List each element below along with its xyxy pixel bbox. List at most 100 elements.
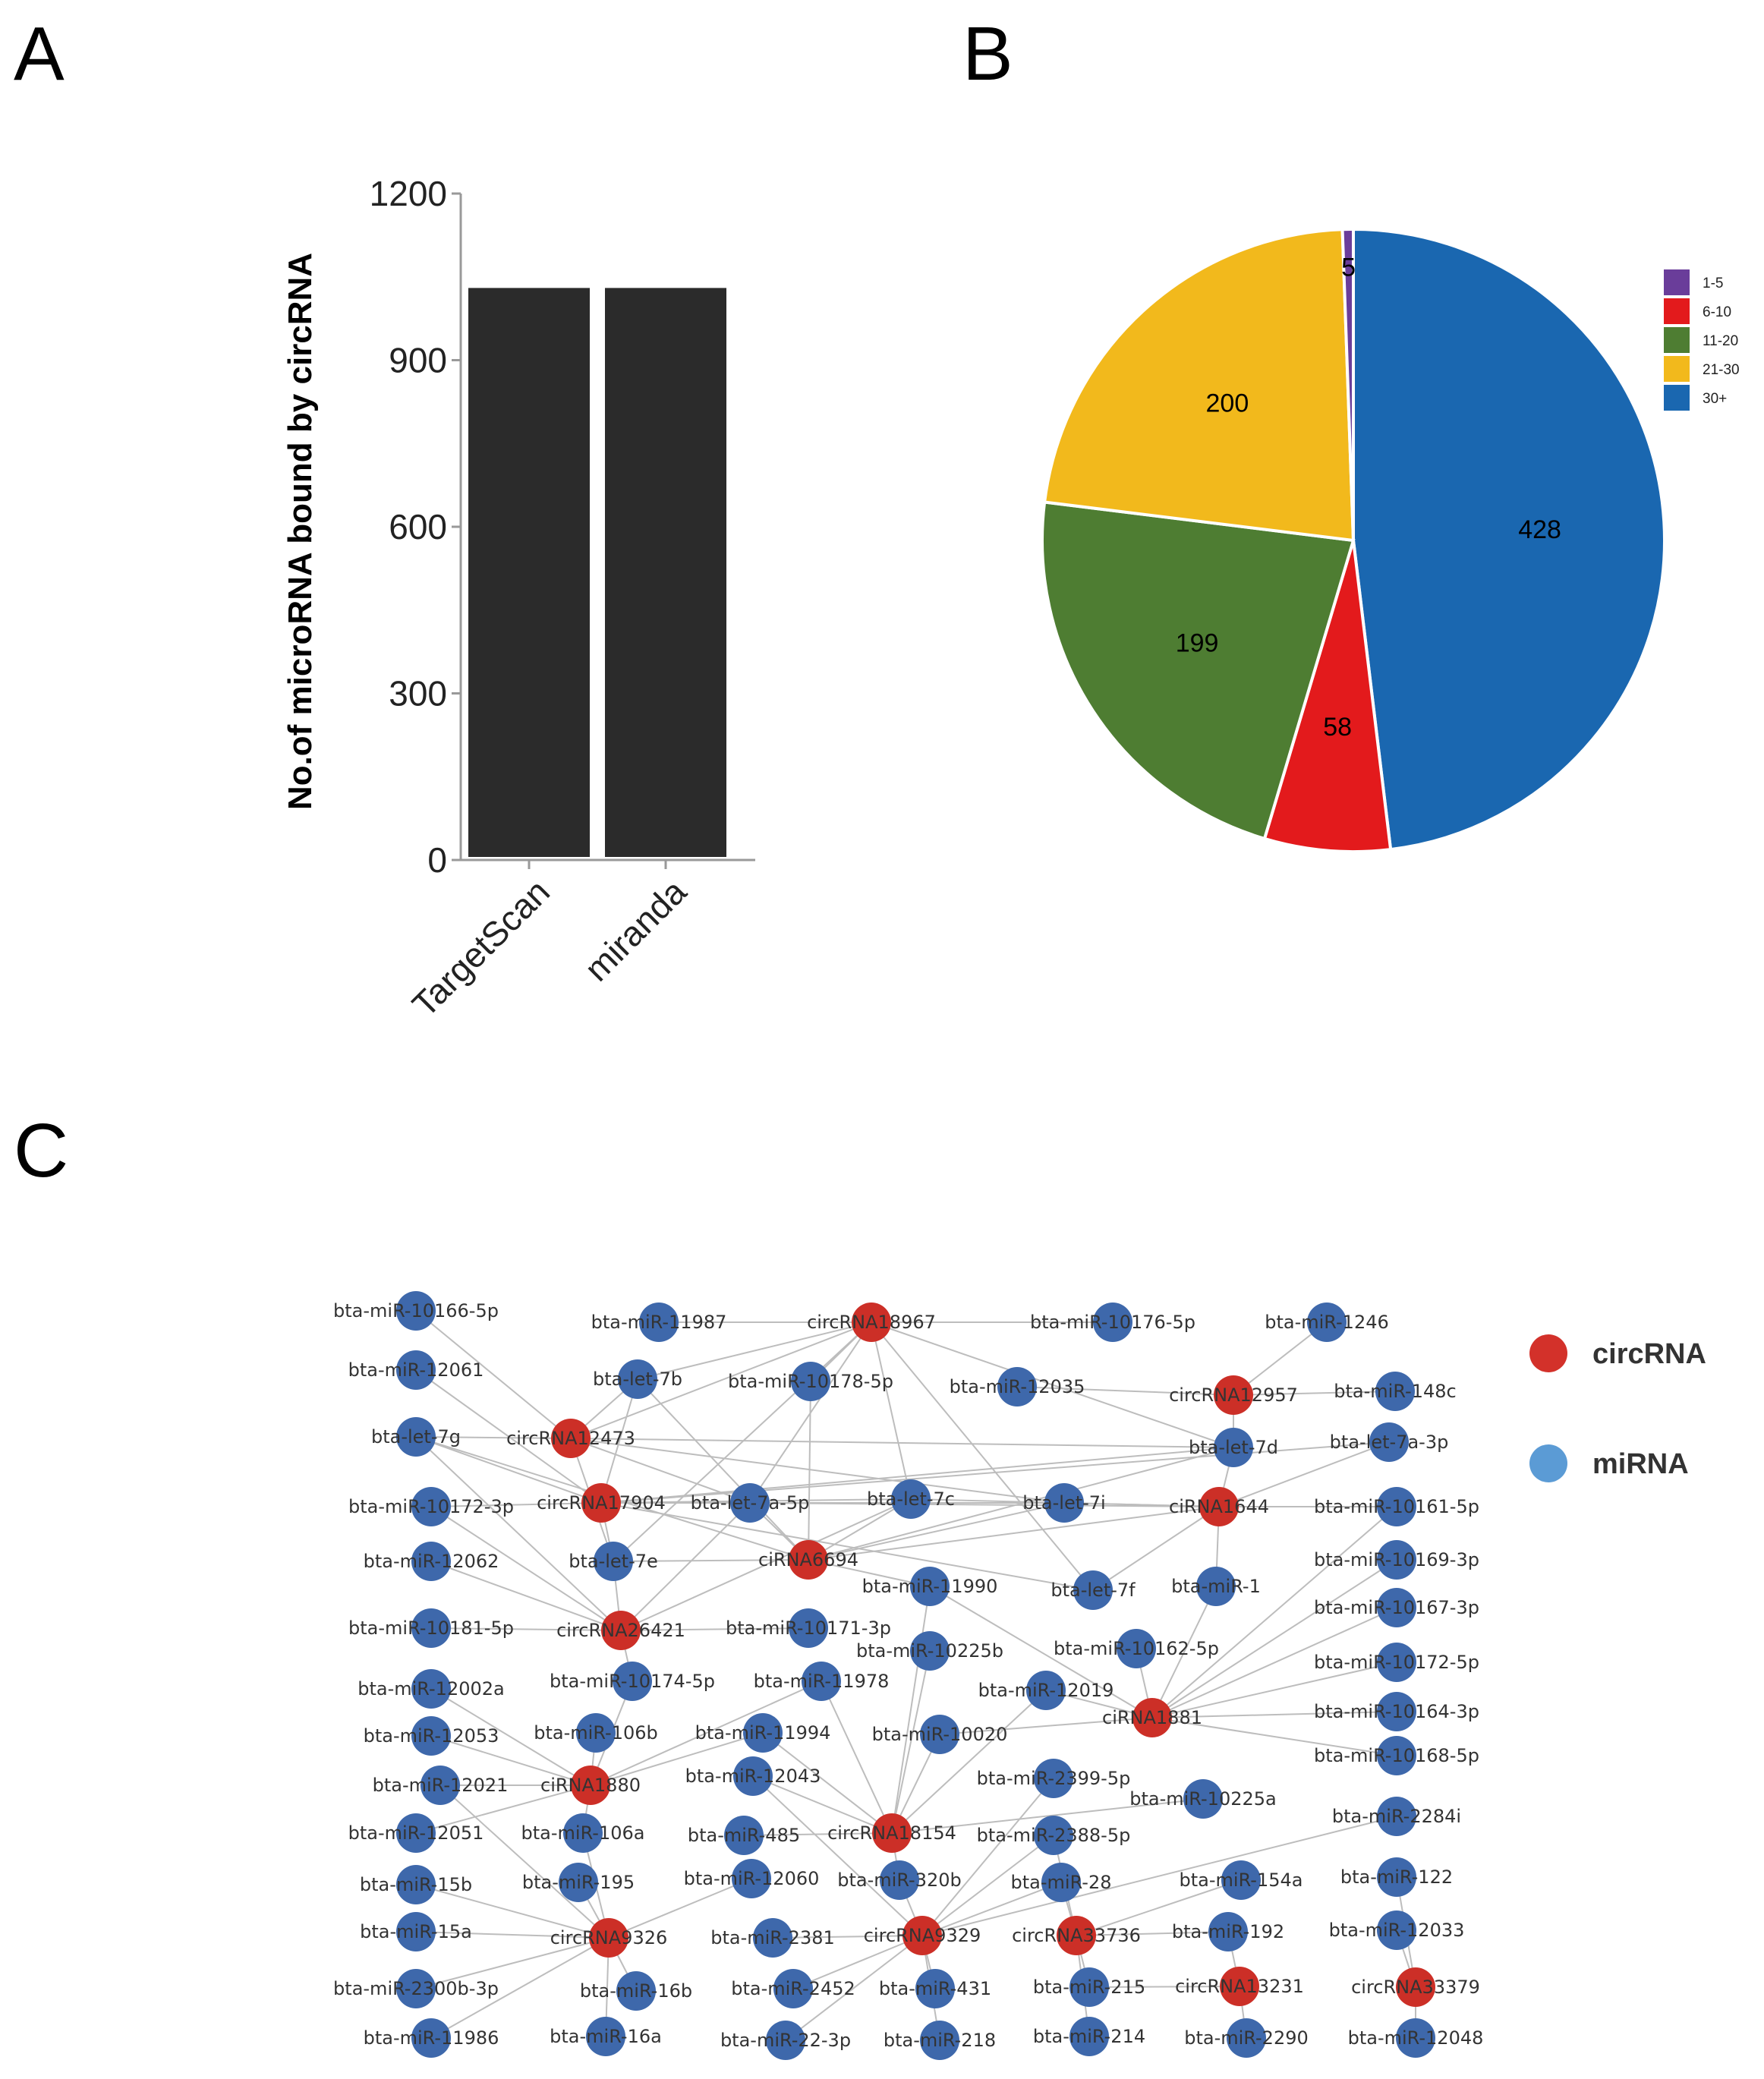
network-edge [620,1502,751,1631]
mirna-node: bta-miR-12019 [978,1671,1114,1710]
mirna-node: bta-miR-12051 [348,1813,484,1853]
mirna-node: bta-miR-10181-5p [348,1608,514,1648]
node-label: bta-miR-11987 [591,1312,727,1333]
node-label: bta-miR-1246 [1265,1312,1389,1333]
node-label: bta-miR-192 [1172,1921,1284,1942]
node-circle [1196,1567,1236,1606]
node-label: bta-let-7b [593,1369,682,1390]
node-circle [581,1483,621,1523]
network-edge [891,1650,931,1834]
node-label: bta-miR-12021 [373,1775,509,1796]
legend-label: circRNA [1592,1338,1706,1370]
node-label: circRNA33736 [1012,1925,1141,1946]
mirna-node: bta-miR-2452 [731,1969,855,2008]
network-edge [772,1935,923,1939]
node-label: bta-miR-12061 [348,1359,484,1381]
network-edge [808,1447,1234,1561]
node-label: bta-miR-10161-5p [1314,1496,1479,1517]
node-circle [743,1713,783,1753]
node-circle [789,1540,828,1580]
node-circle [1214,1375,1253,1415]
node-label: bta-miR-12048 [1348,2027,1484,2049]
node-circle [1132,1698,1172,1737]
node-label: bta-miR-10178-5p [728,1371,893,1392]
mirna-node: bta-miR-1 [1171,1567,1261,1606]
node-circle [411,1608,451,1648]
node-label: circRNA9329 [864,1925,981,1946]
node-circle [421,1766,460,1805]
node-circle [396,1417,436,1457]
node-circle [1377,1910,1416,1950]
node-label: bta-miR-215 [1033,1977,1145,1998]
network-edge [439,1784,610,1939]
circrna-node: circRNA18154 [827,1813,956,1853]
mirna-node: bta-miR-320b [837,1860,962,1900]
node-circle [902,1916,942,1955]
node-label: bta-miR-12033 [1329,1920,1465,1941]
node-circle [411,1669,451,1709]
node-label: circRNA12957 [1169,1384,1298,1406]
node-circle [1227,2018,1266,2058]
network-edge [891,1586,931,1834]
node-label: bta-miR-148c [1334,1381,1456,1402]
node-label: bta-miR-1 [1171,1576,1261,1597]
node-circle [639,1303,679,1342]
node-circle [563,1813,603,1853]
node-label: bta-miR-10162-5p [1054,1638,1219,1659]
node-circle [920,2021,959,2060]
node-circle [880,1860,919,1900]
network-edge [570,1438,1065,1504]
node-label: bta-miR-10225a [1129,1788,1276,1810]
panel-label-a: A [14,11,65,96]
node-label: bta-let-7g [371,1426,461,1447]
network-edge [1151,1711,1397,1718]
node-label: bta-miR-106b [534,1722,657,1744]
network-edge [570,1321,872,1439]
x-tick-label: miranda [577,871,695,989]
mirna-node: bta-miR-12048 [1348,2018,1484,2058]
mirna-node: bta-miR-10020 [872,1715,1007,1754]
circrna-node: ciRNA1644 [1169,1487,1269,1526]
circrna-node: circRNA17904 [537,1483,666,1523]
node-label: bta-miR-15a [360,1921,472,1942]
node-label: bta-miR-12051 [348,1822,484,1844]
network-edge [871,1321,1094,1591]
node-label: bta-miR-11978 [754,1671,890,1692]
network-edge [808,1498,912,1561]
node-circle [559,1863,598,1902]
node-label: bta-miR-10169-3p [1314,1549,1479,1570]
network-edge [590,1732,764,1786]
node-circle [396,1813,436,1853]
node-label: bta-miR-195 [522,1872,635,1893]
legend-label: 1-5 [1703,276,1723,291]
network-edge [1151,1662,1397,1718]
mirna-node: bta-miR-122 [1340,1857,1453,1897]
mirna-node: bta-miR-214 [1033,2017,1145,2056]
node-label: bta-let-7c [867,1488,955,1510]
network-edge [430,1937,610,2039]
node-label: bta-miR-12053 [364,1725,499,1747]
mirna-node: bta-miR-10166-5p [333,1291,499,1331]
mirna-node: bta-miR-10176-5p [1030,1303,1195,1342]
mirna-node: bta-miR-2284i [1332,1797,1461,1836]
node-label: circRNA18967 [807,1312,936,1333]
mirna-node: bta-let-7b [593,1359,682,1399]
node-circle [891,1479,931,1519]
network-edge [600,1447,1234,1504]
node-label: circRNA9326 [550,1927,668,1948]
node-circle [997,1367,1037,1406]
network-edge [808,1502,1065,1561]
node-label: ciRNA1880 [540,1775,641,1796]
circrna-node: circRNA33379 [1351,1967,1480,2007]
panel-label-c: C [14,1108,68,1193]
node-label: bta-miR-10174-5p [550,1671,715,1692]
mirna-node: bta-let-7a-3p [1330,1422,1448,1462]
node-label: bta-miR-2300b-3p [333,1978,499,1999]
network-edge [1151,1717,1397,1756]
node-circle [733,1756,773,1796]
node-label: bta-miR-15b [360,1874,472,1895]
mirna-node: bta-miR-11987 [591,1303,727,1342]
network-edge [637,1321,872,1380]
pie-slice-21-30 [1042,228,1356,543]
